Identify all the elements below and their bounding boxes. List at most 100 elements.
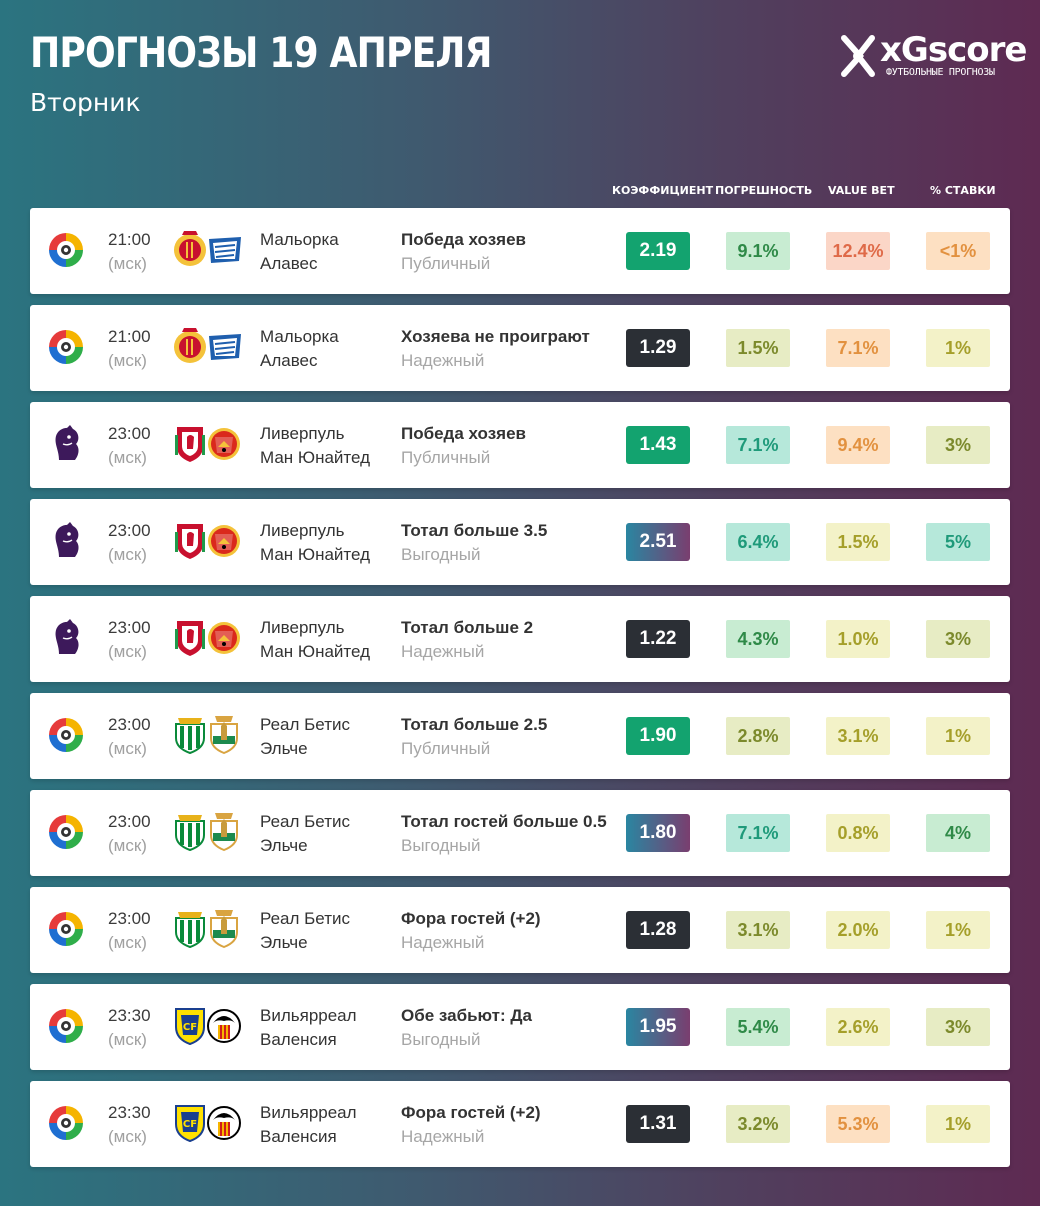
bet-info: Тотал больше 2 Надежный	[401, 616, 533, 664]
match-teams[interactable]: Вильярреал Валенсия	[260, 1004, 357, 1052]
prediction-row[interactable]: 23:30 (мск) CF Вильярреал Валенсия Фора госте…	[30, 1081, 1010, 1167]
prediction-row[interactable]: 23:00 (мск) Реал Бетис Эльче Фора гостей (+2…	[30, 887, 1010, 973]
error-badge: 6.4%	[726, 523, 790, 561]
xgscore-logo-icon	[841, 35, 875, 77]
stake-badge: 3%	[926, 620, 990, 658]
bet-type: Надежный	[401, 933, 485, 952]
bet-type: Выгодный	[401, 836, 481, 855]
bet-type: Надежный	[401, 1127, 485, 1146]
value-bet-badge: 1.0%	[826, 620, 890, 658]
match-teams[interactable]: Ливерпуль Ман Юнайтед	[260, 616, 370, 664]
odds-badge[interactable]: 1.90	[626, 717, 690, 755]
mallorca-crest-icon	[174, 231, 206, 266]
match-teams[interactable]: Ливерпуль Ман Юнайтед	[260, 422, 370, 470]
prediction-row[interactable]: 23:00 (мск) Ливерпуль Ман Юнайтед Победа хоз…	[30, 402, 1010, 488]
premier-league-icon	[46, 424, 86, 464]
stake-badge: 5%	[926, 523, 990, 561]
match-teams[interactable]: Реал Бетис Эльче	[260, 907, 350, 955]
value-bet-badge: 2.0%	[826, 911, 890, 949]
away-team: Эльче	[260, 836, 308, 855]
timezone-label: (мск)	[108, 545, 147, 564]
away-team: Эльче	[260, 933, 308, 952]
laliga-icon	[46, 1103, 86, 1143]
timezone-label: (мск)	[108, 448, 147, 467]
kickoff-time: 23:00	[108, 424, 151, 443]
bet-type: Надежный	[401, 351, 485, 370]
timezone-label: (мск)	[108, 254, 147, 273]
match-teams[interactable]: Реал Бетис Эльче	[260, 713, 350, 761]
laliga-icon	[46, 1006, 86, 1046]
value-bet-badge: 0.8%	[826, 814, 890, 852]
column-header-error: ПОГРЕШНОСТЬ	[715, 184, 813, 197]
bet-info: Победа хозяев Публичный	[401, 422, 526, 470]
prediction-row[interactable]: 23:00 (мск) Реал Бетис Эльче Тотал больше 2.…	[30, 693, 1010, 779]
timezone-label: (мск)	[108, 739, 147, 758]
odds-badge[interactable]: 1.95	[626, 1008, 690, 1046]
away-team: Ман Юнайтед	[260, 448, 371, 467]
odds-badge[interactable]: 1.28	[626, 911, 690, 949]
bet-name: Хозяева не проиграют	[401, 327, 590, 346]
kickoff-time: 23:00	[108, 618, 151, 637]
team-crests	[173, 326, 243, 368]
man-united-crest-icon	[208, 428, 240, 460]
valencia-crest-icon	[207, 1009, 241, 1043]
svg-text:CF: CF	[183, 1022, 197, 1033]
odds-badge[interactable]: 2.51	[626, 523, 690, 561]
bet-info: Тотал гостей больше 0.5 Выгодный	[401, 810, 607, 858]
away-team: Ман Юнайтед	[260, 545, 371, 564]
odds-badge[interactable]: 2.19	[626, 232, 690, 270]
value-bet-badge: 12.4%	[826, 232, 890, 270]
home-team: Ливерпуль	[260, 618, 345, 637]
villarreal-crest-icon: CF	[175, 1008, 205, 1046]
kickoff-time: 23:00	[108, 715, 151, 734]
match-time: 23:00 (мск)	[108, 907, 151, 955]
error-badge: 7.1%	[726, 426, 790, 464]
laliga-icon	[46, 909, 86, 949]
match-teams[interactable]: Вильярреал Валенсия	[260, 1101, 357, 1149]
kickoff-time: 23:00	[108, 909, 151, 928]
prediction-row[interactable]: 21:00 (мск) Мальорка Алавес Победа хозяев Пуб…	[30, 208, 1010, 294]
kickoff-time: 23:30	[108, 1103, 151, 1122]
home-team: Вильярреал	[260, 1006, 357, 1025]
odds-badge[interactable]: 1.80	[626, 814, 690, 852]
elche-crest-icon	[210, 813, 238, 852]
bet-type: Публичный	[401, 739, 491, 758]
value-bet-badge: 1.5%	[826, 523, 890, 561]
odds-badge[interactable]: 1.31	[626, 1105, 690, 1143]
prediction-row[interactable]: 23:00 (мск) Ливерпуль Ман Юнайтед Тотал боль…	[30, 499, 1010, 585]
team-crests	[173, 617, 243, 659]
bet-name: Тотал больше 2	[401, 618, 534, 637]
kickoff-time: 23:00	[108, 812, 151, 831]
brand-name: xGscore	[880, 30, 1027, 70]
elche-crest-icon	[210, 716, 238, 755]
error-badge: 4.3%	[726, 620, 790, 658]
match-teams[interactable]: Мальорка Алавес	[260, 325, 339, 373]
column-header-odds: КОЭФФИЦИЕНТ	[612, 184, 714, 197]
match-teams[interactable]: Реал Бетис Эльче	[260, 810, 350, 858]
away-team: Валенсия	[260, 1030, 337, 1049]
home-team: Реал Бетис	[260, 909, 350, 928]
match-teams[interactable]: Ливерпуль Ман Юнайтед	[260, 519, 370, 567]
alaves-crest-icon	[209, 334, 241, 360]
prediction-row[interactable]: 23:00 (мск) Ливерпуль Ман Юнайтед Тотал боль…	[30, 596, 1010, 682]
prediction-row[interactable]: 21:00 (мск) Мальорка Алавес Хозяева не проиг…	[30, 305, 1010, 391]
prediction-row[interactable]: 23:30 (мск) CF Вильярреал Валенсия Обе забьют…	[30, 984, 1010, 1070]
match-teams[interactable]: Мальорка Алавес	[260, 228, 339, 276]
real-betis-crest-icon	[175, 815, 205, 852]
match-time: 23:00 (мск)	[108, 713, 151, 761]
team-crests: CF	[173, 1102, 243, 1144]
team-crests	[173, 908, 243, 950]
brand-logo[interactable]: xGscore ФУТБОЛЬНЫЕ ПРОГНОЗЫ	[838, 30, 1027, 82]
match-time: 23:30 (мск)	[108, 1004, 151, 1052]
odds-badge[interactable]: 1.22	[626, 620, 690, 658]
prediction-row[interactable]: 23:00 (мск) Реал Бетис Эльче Тотал гостей бо…	[30, 790, 1010, 876]
team-crests	[173, 811, 243, 853]
value-bet-badge: 7.1%	[826, 329, 890, 367]
odds-badge[interactable]: 1.29	[626, 329, 690, 367]
svg-text:CF: CF	[183, 1119, 197, 1130]
match-time: 21:00 (мск)	[108, 325, 151, 373]
page-subtitle: Вторник	[30, 88, 141, 117]
bet-name: Победа хозяев	[401, 424, 526, 443]
bet-name: Фора гостей (+2)	[401, 909, 541, 928]
odds-badge[interactable]: 1.43	[626, 426, 690, 464]
